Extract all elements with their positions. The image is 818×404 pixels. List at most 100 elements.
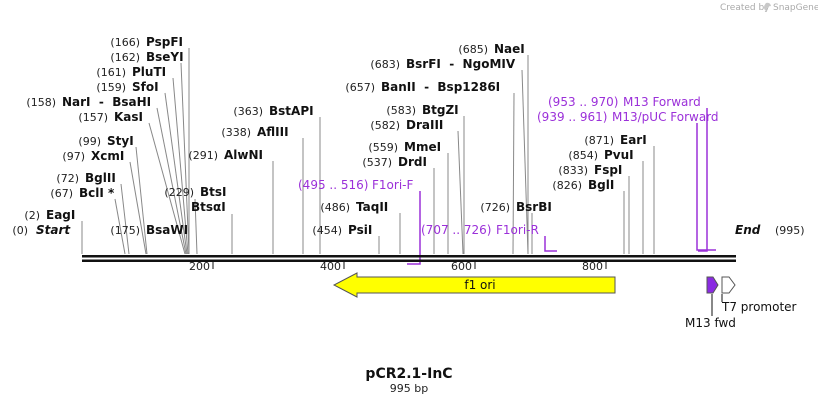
primer-name: M13/pUC Forward [612,110,719,124]
feature-t7-promoter[interactable]: T7 promoter [721,276,797,314]
primer-bracket [698,108,708,252]
site-banii-bsp1286i[interactable]: (657) BanII - Bsp1286I [345,80,500,94]
site-position: (159) [96,81,126,94]
site-pluti[interactable]: (161) PluTI [96,65,166,79]
m13-fwd-label: M13 fwd [685,316,736,330]
dna-backbone [82,255,736,262]
primer-bracket [407,191,421,265]
site-bstapi[interactable]: (363) BstAPI [233,104,313,118]
scale-tick-label: 200 [189,260,210,273]
site-position: (683) [370,58,400,71]
site-bcli[interactable]: (67) BclI * [50,186,115,200]
site-sfoi[interactable]: (159) SfoI [96,80,158,94]
site-name: BanII - Bsp1286I [381,80,500,94]
site-bseyi[interactable]: (162) BseYI [110,50,183,64]
scale-tick-label: 400 [320,260,341,273]
site-position: (175) [110,224,140,237]
site-name: NarI - BsaHI [62,95,151,109]
site-name: BseYI [146,50,184,64]
site-name: SfoI [132,80,159,94]
site-bsrfi-ngomiv[interactable]: (683) BsrFI - NgoMIV [370,57,515,71]
site-name: DraIII [406,118,443,132]
site-position: (338) [221,126,251,139]
primer-bracket [544,236,557,252]
primer-range: (495 .. 516) [298,178,368,192]
end-label: End [735,223,761,237]
site-nari-bsahi[interactable]: (158) NarI - BsaHI [26,95,151,109]
site-position: (685) [458,43,488,56]
site-position: (854) [568,149,598,162]
map-title: pCR2.1-InC [365,366,452,382]
site-position: (158) [26,96,56,109]
f1-ori-arrow [332,272,616,298]
site-pvui[interactable]: (854) PvuI [568,148,633,162]
sequence-end: End (995) [735,223,805,237]
scale-tick: 800 [582,260,607,273]
site-name: BtsαI [191,200,226,214]
feature-f1-ori[interactable]: f1 ori [332,272,616,298]
site-mmei[interactable]: (559) MmeI [368,140,441,154]
site-pspfi[interactable]: (166) PspFI [110,35,183,49]
site-name: BstAPI [269,104,314,118]
primer-f1ori-f[interactable]: (495 .. 516) F1ori-F [298,178,421,265]
site-position: (99) [78,135,101,148]
feature-m13-fwd[interactable]: M13 fwd [685,276,736,330]
site-name: BsaWI [146,223,188,237]
site-draiii[interactable]: (582) DraIII [370,118,443,132]
site-name: DrdI [398,155,427,169]
snapgene-logo-icon [764,2,771,11]
scale-tick: 600 [451,260,476,273]
site-btsai[interactable]: BtsαI [191,200,226,214]
primer-f1ori-r[interactable]: (707 .. 726) F1ori-R [421,223,557,252]
site-bsrbi[interactable]: (726) BsrBI [480,200,551,214]
site-psii[interactable]: (454) PsiI [312,223,372,237]
site-name: BglII [85,171,116,185]
site-position: (363) [233,105,263,118]
site-position: (166) [110,36,140,49]
m13-fwd-arrow [706,276,719,294]
site-alwni[interactable]: (291) AlwNI [188,148,263,162]
site-name: BsrBI [516,200,552,214]
primer-range: (707 .. 726) [421,223,491,237]
credit-brand: SnapGene [773,3,818,13]
site-position: (583) [386,104,416,117]
site-name: BglI [588,178,614,192]
primer-m13-puc-forward[interactable]: (939 .. 961) M13/pUC Forward [537,110,719,251]
site-name: MmeI [404,140,441,154]
site-drdi[interactable]: (537) DrdI [362,155,427,169]
scale-tick: 400 [320,260,345,273]
site-position: (454) [312,224,342,237]
site-btsi[interactable]: (229) BtsI [164,185,226,199]
f1-ori-label: f1 ori [464,278,495,292]
site-afliii[interactable]: (338) AflIII [221,125,288,139]
site-position: (97) [62,150,85,163]
site-bgli[interactable]: (826) BglI [552,178,614,192]
site-fspi[interactable]: (833) FspI [558,163,622,177]
site-bsawi[interactable]: (175) BsaWI [110,223,188,237]
site-xcmi[interactable]: (97) XcmI [62,149,124,163]
site-position: (726) [480,201,510,214]
site-position: (833) [558,164,588,177]
scale-ruler: 200 400 600 800 [189,260,607,273]
site-position: (161) [96,66,126,79]
site-name: XcmI [91,149,124,163]
site-name: BsrFI - NgoMIV [406,57,516,71]
site-position: (486) [320,201,350,214]
site-eari[interactable]: (871) EarI [584,133,646,147]
site-name: AlwNI [224,148,263,162]
site-name: BtsI [200,185,227,199]
start-position: (0) [12,224,28,237]
site-taqii[interactable]: (486) TaqII [320,200,388,214]
site-position: (826) [552,179,582,192]
primer-name: F1ori-F [372,178,413,192]
site-eagi[interactable]: (2) EagI [24,208,75,222]
site-btgzi[interactable]: (583) BtgZI [386,103,458,117]
site-styi[interactable]: (99) StyI [78,134,133,148]
site-name: PsiI [348,223,372,237]
primer-m13-forward[interactable]: (953 .. 970) M13 Forward [548,95,708,252]
site-bglii[interactable]: (72) BglII [56,171,115,185]
site-kasi[interactable]: (157) KasI [78,110,143,124]
site-name: PvuI [604,148,634,162]
site-naei[interactable]: (685) NaeI [458,42,524,56]
